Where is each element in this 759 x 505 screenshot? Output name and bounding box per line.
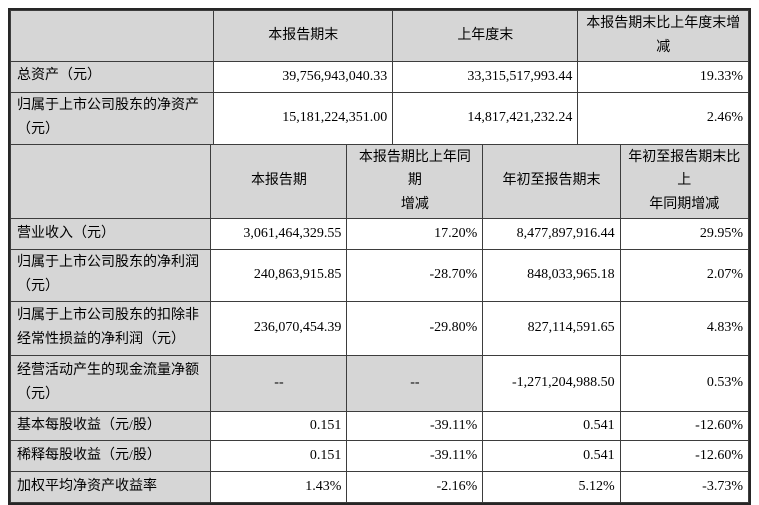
table-row: 归属于上市公司股东的净利润（元） 240,863,915.85 -28.70% … xyxy=(9,248,750,302)
row-label-operating-revenue: 营业收入（元） xyxy=(9,217,212,250)
table-row: 总资产（元） 39,756,943,040.33 33,315,517,993.… xyxy=(9,60,749,93)
table-row: 归属于上市公司股东的扣除非经常性损益的净利润（元） 236,070,454.39… xyxy=(9,300,750,356)
performance-table: 本报告期 本报告期比上年同期 增减 年初至报告期末 年初至报告期末比上 年同期增… xyxy=(9,143,750,503)
col-header-change-vs-prior-year-end: 本报告期末比上年度末增减 xyxy=(577,10,749,62)
table-row: 归属于上市公司股东的净资产（元） 15,181,224,351.00 14,81… xyxy=(9,91,749,145)
col-header-change-vs-prior-period: 本报告期比上年同期 增减 xyxy=(346,143,484,219)
table-row: 营业收入（元） 3,061,464,329.55 17.20% 8,477,89… xyxy=(9,217,750,250)
value-cell: 0.541 xyxy=(482,439,621,472)
value-cell: 848,033,965.18 xyxy=(482,248,621,302)
col-header-current-period: 本报告期 xyxy=(210,143,348,219)
value-cell: 33,315,517,993.44 xyxy=(392,60,579,93)
value-cell: -39.11% xyxy=(346,410,484,441)
value-cell: 8,477,897,916.44 xyxy=(482,217,621,250)
value-cell: 39,756,943,040.33 xyxy=(213,60,394,93)
value-cell: 240,863,915.85 xyxy=(210,248,348,302)
row-label-basic-eps: 基本每股收益（元/股） xyxy=(9,410,212,441)
value-cell-na: -- xyxy=(346,354,484,412)
financial-report-page: 本报告期末 上年度末 本报告期末比上年度末增减 总资产（元） 39,756,94… xyxy=(8,8,751,505)
financial-summary-table: 本报告期末 上年度末 本报告期末比上年度末增减 总资产（元） 39,756,94… xyxy=(8,8,751,505)
value-cell: 827,114,591.65 xyxy=(482,300,621,356)
value-cell: -28.70% xyxy=(346,248,484,302)
value-cell: 0.53% xyxy=(619,354,750,412)
value-cell: 0.151 xyxy=(210,439,348,472)
value-cell: 3,061,464,329.55 xyxy=(210,217,348,250)
table-row: 经营活动产生的现金流量净额（元） -- -- -1,271,204,988.50… xyxy=(9,354,750,412)
value-cell: 1.43% xyxy=(210,470,348,503)
value-cell: -3.73% xyxy=(619,470,750,503)
value-cell: 15,181,224,351.00 xyxy=(213,91,394,145)
col-header-year-to-date: 年初至报告期末 xyxy=(482,143,621,219)
col-header-ytd-change-vs-prior-period: 年初至报告期末比上 年同期增减 xyxy=(619,143,750,219)
value-cell: -39.11% xyxy=(346,439,484,472)
value-cell: 236,070,454.39 xyxy=(210,300,348,356)
value-cell: 2.07% xyxy=(619,248,750,302)
balance-table: 本报告期末 上年度末 本报告期末比上年度末增减 总资产（元） 39,756,94… xyxy=(9,10,749,145)
table-row: 稀释每股收益（元/股） 0.151 -39.11% 0.541 -12.60% xyxy=(9,439,750,472)
value-cell: 29.95% xyxy=(619,217,750,250)
value-cell: 2.46% xyxy=(577,91,749,145)
row-label-net-assets: 归属于上市公司股东的净资产（元） xyxy=(9,91,215,145)
row-label-diluted-eps: 稀释每股收益（元/股） xyxy=(9,439,212,472)
value-cell: -12.60% xyxy=(619,439,750,472)
value-cell: 19.33% xyxy=(577,60,749,93)
value-cell: -29.80% xyxy=(346,300,484,356)
corner-cell xyxy=(9,10,215,62)
value-cell: 5.12% xyxy=(482,470,621,503)
value-cell: 0.151 xyxy=(210,410,348,441)
value-cell-na: -- xyxy=(210,354,348,412)
value-cell: 0.541 xyxy=(482,410,621,441)
corner-cell xyxy=(9,143,212,219)
value-cell: -12.60% xyxy=(619,410,750,441)
row-label-net-profit-excl-non-recurring: 归属于上市公司股东的扣除非经常性损益的净利润（元） xyxy=(9,300,212,356)
value-cell: 4.83% xyxy=(619,300,750,356)
row-label-net-profit: 归属于上市公司股东的净利润（元） xyxy=(9,248,212,302)
value-cell: -2.16% xyxy=(346,470,484,503)
col-header-current-period-end: 本报告期末 xyxy=(213,10,394,62)
row-label-operating-cash-flow: 经营活动产生的现金流量净额（元） xyxy=(9,354,212,412)
col-header-prior-year-end: 上年度末 xyxy=(392,10,579,62)
table-header-row: 本报告期末 上年度末 本报告期末比上年度末增减 xyxy=(9,10,749,62)
table-row: 加权平均净资产收益率 1.43% -2.16% 5.12% -3.73% xyxy=(9,470,750,503)
value-cell: 14,817,421,232.24 xyxy=(392,91,579,145)
value-cell: -1,271,204,988.50 xyxy=(482,354,621,412)
table-row: 基本每股收益（元/股） 0.151 -39.11% 0.541 -12.60% xyxy=(9,410,750,441)
row-label-weighted-avg-roe: 加权平均净资产收益率 xyxy=(9,470,212,503)
row-label-total-assets: 总资产（元） xyxy=(9,60,215,93)
table-header-row: 本报告期 本报告期比上年同期 增减 年初至报告期末 年初至报告期末比上 年同期增… xyxy=(9,143,750,219)
value-cell: 17.20% xyxy=(346,217,484,250)
